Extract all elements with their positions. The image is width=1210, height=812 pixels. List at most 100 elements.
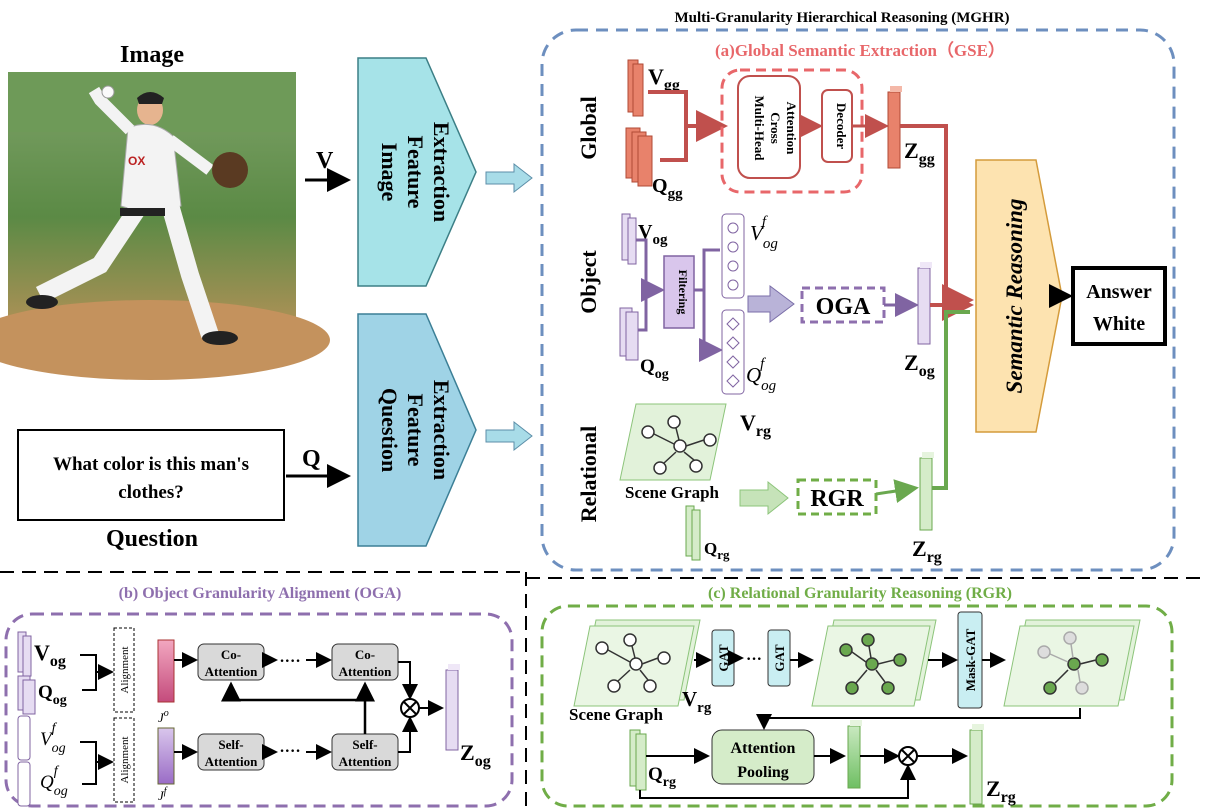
svg-text:White: White	[1093, 313, 1145, 335]
co-attention-2: Co- Attention	[331, 643, 399, 681]
oga-vogf: Vogf	[40, 721, 66, 756]
ife-line1: Image	[377, 143, 402, 202]
gat-2: GAT	[767, 629, 791, 687]
attention-pooling: Attention Pooling	[711, 729, 815, 785]
svg-text:GAT: GAT	[716, 644, 731, 672]
zrg-label: Zrg	[912, 536, 942, 566]
svg-text:Jf: Jf	[158, 786, 168, 803]
mghr-box	[540, 28, 1176, 572]
svg-text:Self-: Self-	[352, 737, 377, 752]
answer-box: Answer White	[1071, 266, 1167, 346]
co-attention-1: Co- Attention	[197, 643, 265, 681]
qog-stack	[619, 307, 639, 361]
vgg-label: Vgg	[648, 64, 680, 94]
rgr-panel	[540, 604, 1174, 808]
vrg-label: Vrg	[740, 410, 771, 440]
question-text-1: What color is this man's	[53, 454, 249, 475]
self-attention-2: Self- Attention	[331, 733, 399, 771]
oga-zog-label: Zog	[460, 740, 491, 770]
svg-text:Attention: Attention	[339, 664, 392, 679]
svg-text:Cross: Cross	[768, 112, 783, 144]
alignment-box-2: Alignment	[113, 717, 135, 803]
svg-text:Attention: Attention	[784, 102, 799, 155]
svg-text:Attention: Attention	[205, 664, 258, 679]
svg-text:Semantic Reasoning: Semantic Reasoning	[1002, 199, 1027, 394]
mghr-title: Multi-Granularity Hierarchical Reasoning…	[674, 10, 1009, 26]
svg-text:····: ····	[279, 653, 300, 670]
svg-text:RGR: RGR	[810, 486, 864, 512]
pitcher-photo: OX	[0, 72, 330, 380]
relational-to-sr	[932, 310, 970, 490]
gat-1: GAT	[711, 629, 735, 687]
question-feature-extraction: Question Feature Extraction	[357, 313, 477, 547]
svg-text:Self-: Self-	[218, 737, 243, 752]
rgr-zrg-label: Zrg	[986, 776, 1016, 806]
object-to-oga-arrow	[747, 285, 795, 323]
svg-text:Attention: Attention	[731, 740, 796, 757]
vog-label: Vog	[638, 221, 668, 248]
rgr-qrg-stack	[629, 729, 647, 791]
gse-title: (a)Global Semantic Extraction（GSE）	[715, 40, 1005, 60]
rgr-scene-graph	[573, 619, 701, 707]
oga-qogf: Qogf	[40, 764, 68, 799]
svg-text:Scene Graph: Scene Graph	[569, 705, 664, 724]
zog-label: Zog	[904, 350, 935, 380]
rgr-graph-3	[1003, 619, 1141, 707]
qfe-line3: Extraction	[429, 380, 454, 480]
jo-vector	[157, 639, 175, 703]
image-feature-extraction: Image Feature Extraction	[357, 57, 477, 287]
row-relational: Relational	[576, 426, 601, 523]
svg-text:Multi-Head: Multi-Head	[752, 96, 767, 162]
qogf-label: Qogf	[746, 356, 777, 394]
vog-stack	[621, 213, 637, 265]
mhca-box: Multi-Head Cross Attention	[737, 75, 801, 179]
zgg-label: Zgg	[904, 138, 935, 168]
gse-inner-dash	[720, 68, 864, 194]
svg-text:Jo: Jo	[158, 708, 169, 725]
svg-text:Attention: Attention	[339, 754, 392, 769]
decoder-box: Decoder	[821, 89, 853, 163]
rgr-qrg-label: Qrg	[648, 764, 676, 790]
image-label: Image	[120, 42, 184, 68]
qog-filtered	[721, 309, 745, 395]
alignment-box-1: Alignment	[113, 627, 135, 713]
svg-text:OX: OX	[128, 154, 145, 168]
svg-text:Decoder: Decoder	[834, 103, 849, 149]
question-label: Question	[106, 526, 198, 552]
ife-line2: Feature	[403, 136, 428, 209]
svg-text:GAT: GAT	[772, 644, 787, 672]
zrg-vector	[919, 452, 934, 531]
svg-text:Mask-GAT: Mask-GAT	[963, 628, 978, 691]
vog-filtered	[721, 213, 745, 299]
svg-text:Alignment: Alignment	[119, 736, 131, 783]
semantic-reasoning-box: Semantic Reasoning	[975, 159, 1063, 433]
svg-text:···: ···	[746, 651, 762, 668]
svg-text:····: ····	[279, 743, 300, 760]
question-text-2: clothes?	[118, 482, 183, 503]
rgr-graph-2	[811, 619, 937, 707]
qgg-label: Qgg	[652, 175, 683, 202]
oga-vog: Vog	[34, 640, 66, 670]
svg-text:Co-: Co-	[355, 647, 375, 662]
qog-label: Qog	[640, 356, 669, 382]
rgr-multiply	[898, 746, 918, 766]
qgg-stack	[625, 127, 653, 187]
svg-text:Answer: Answer	[1086, 281, 1152, 303]
image-to-gse-arrow	[485, 162, 533, 194]
vogf-label: Vogf	[750, 214, 778, 252]
oga-panel	[4, 612, 514, 808]
rgr-panel-title: (c) Relational Granularity Reasoning (RG…	[708, 585, 1012, 602]
q-symbol: Q	[302, 446, 321, 472]
svg-text:Co-: Co-	[221, 647, 241, 662]
qrg-label: Qrg	[704, 539, 730, 562]
ife-line3: Extraction	[429, 122, 454, 222]
qrg-stack	[685, 505, 701, 561]
separator-line	[0, 571, 1200, 812]
scene-graph-top	[619, 403, 727, 481]
self-attention-1: Self- Attention	[197, 733, 265, 771]
svg-text:Pooling: Pooling	[737, 764, 789, 781]
oga-multiply	[400, 698, 420, 718]
global-merge-lines	[648, 90, 724, 162]
